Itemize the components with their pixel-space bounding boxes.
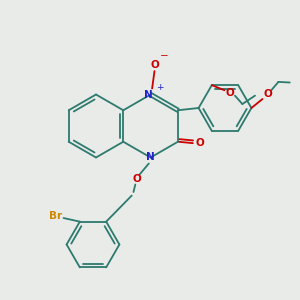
Text: O: O (133, 174, 142, 184)
Text: −: − (160, 51, 169, 62)
Text: O: O (225, 88, 234, 98)
Text: N: N (146, 152, 155, 163)
Text: N: N (144, 89, 153, 100)
Text: +: + (157, 82, 164, 91)
Text: O: O (151, 59, 160, 70)
Text: Br: Br (49, 211, 62, 221)
Text: O: O (195, 138, 204, 148)
Text: O: O (263, 89, 272, 100)
